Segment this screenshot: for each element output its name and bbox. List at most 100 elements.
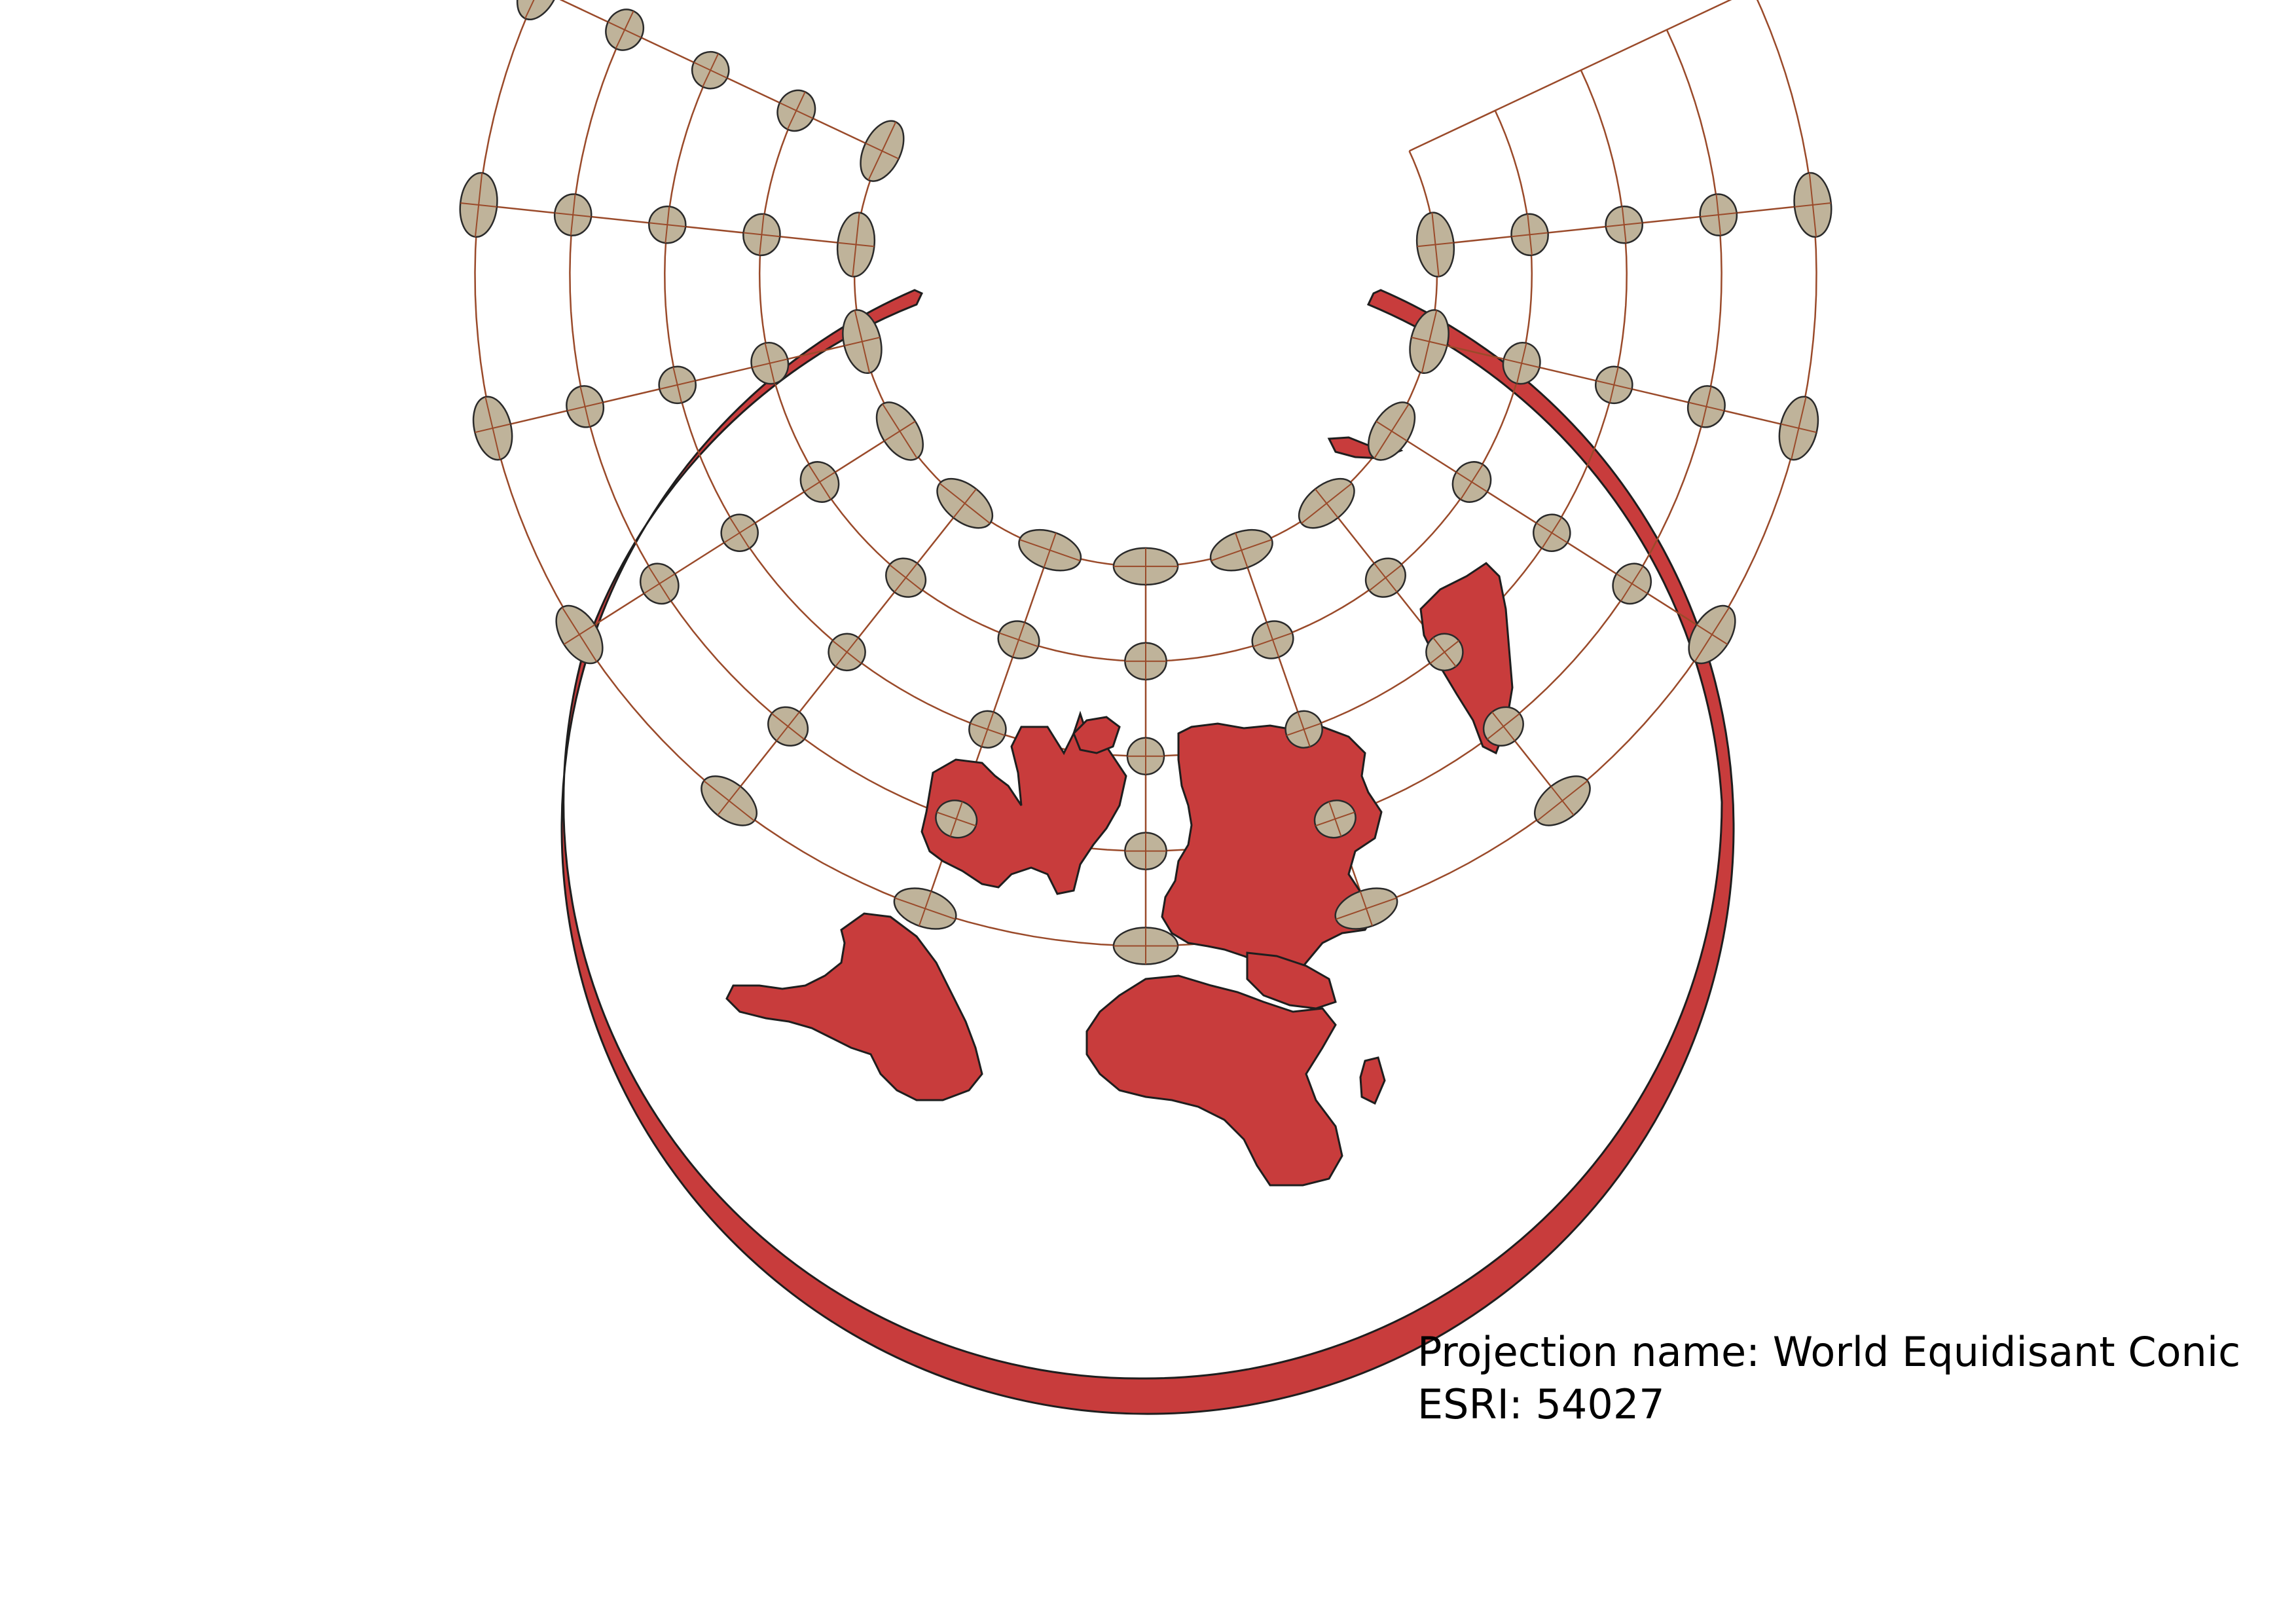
tissot-indicatrix (1778, 396, 1819, 461)
indicatrix-axis (693, 62, 727, 79)
indicatrix-axis (1503, 358, 1540, 369)
indicatrix-axis (1605, 222, 1643, 228)
indicatrix-axis (659, 380, 696, 390)
arabia (1246, 951, 1337, 1010)
tissot-indicatrix (860, 120, 905, 182)
indicatrix-axis (563, 624, 596, 645)
tissot-indicatrix (1251, 620, 1294, 659)
tissot-indicatrix (516, 0, 562, 21)
indicatrix-axis (1536, 522, 1568, 544)
tissot-indicatrix (555, 604, 604, 665)
indicatrix-axis (1411, 337, 1448, 346)
indicatrix-axis (953, 489, 977, 519)
tissot-indicatrix (472, 396, 513, 461)
indicatrix-axis (1700, 212, 1737, 218)
indicatrix-axis (524, 0, 553, 19)
tissot-indicatrix (997, 620, 1040, 659)
tissot-indicatrix (1209, 528, 1273, 572)
indicatrix-axis (1266, 622, 1280, 657)
indicatrix-axis (1011, 622, 1026, 657)
tissot-indicatrix (1298, 477, 1355, 529)
indicatrix-axis (644, 573, 676, 595)
indicatrix-axis (894, 563, 918, 593)
tissot-indicatrix (553, 193, 592, 236)
tissot-indicatrix (605, 9, 645, 51)
tissot-indicatrix (658, 365, 697, 405)
indicatrix-axis (1616, 573, 1648, 595)
continents (725, 436, 1514, 1187)
indicatrix-axis (1235, 532, 1248, 568)
tissot-indicatrix (459, 172, 498, 238)
tissot-indicatrix (1605, 205, 1643, 244)
tissot-indicatrix (1612, 563, 1652, 605)
indicatrix-axis (835, 637, 859, 667)
tissot-indicatrix (1364, 557, 1406, 598)
tissot-indicatrix (648, 205, 687, 244)
indicatrix-axis (865, 142, 900, 160)
tissot-indicatrix (1482, 706, 1524, 747)
tissot-indicatrix (1334, 887, 1398, 930)
indicatrix-axis (1794, 202, 1831, 208)
tissot-indicatrix (1699, 193, 1738, 236)
tissot-indicatrix (1688, 604, 1736, 665)
indicatrix-axis (1417, 242, 1454, 248)
indicatrix-axis (779, 102, 814, 119)
tissot-indicatrix (1313, 800, 1357, 839)
indicatrix-axis (1043, 532, 1057, 568)
tissot-indicatrix (742, 213, 781, 257)
indicatrix-axis (723, 522, 756, 544)
indicatrix-axis (1328, 801, 1342, 837)
tissot-indicatrix (1285, 710, 1323, 749)
indicatrix-axis (1511, 232, 1548, 238)
tissot-indicatrix (1112, 927, 1179, 965)
tissot-indicatrix (1415, 212, 1455, 278)
indicatrix-axis (1315, 489, 1339, 519)
madagascar (1359, 1056, 1386, 1105)
indicatrix-axis (1297, 712, 1311, 747)
tissot-indicatrix (1124, 642, 1167, 681)
indicatrix-axis (608, 21, 642, 39)
tissot-indicatrix (885, 557, 927, 598)
eurasia (1161, 722, 1383, 980)
tissot-indicatrix (776, 89, 816, 132)
indicatrix-ellipse (516, 0, 562, 21)
tissot-indicatrix (842, 309, 883, 375)
meridian-line (1409, 0, 1732, 152)
indicatrix-axis (776, 711, 800, 741)
tissot-indicatrix (1595, 365, 1633, 405)
tissot-indicatrix (893, 887, 957, 930)
tissot-indicatrix (1112, 547, 1179, 586)
indicatrix-axis (1374, 563, 1398, 593)
tissot-indicatrix (720, 513, 759, 552)
tissot-indicatrix (1018, 528, 1082, 572)
tissot-indicatrix (1533, 775, 1591, 826)
indicatrix-axis (1780, 423, 1817, 434)
tissot-indicatrix (566, 385, 605, 428)
indicatrix-axis (1359, 891, 1374, 927)
tissot-indicatrix (1425, 633, 1464, 672)
indicatrix-axis (803, 471, 836, 492)
tissot-indicatrix (1502, 342, 1541, 385)
indicatrix-axis (884, 420, 916, 442)
indicatrix-axis (1595, 380, 1632, 390)
indicatrix-axis (1550, 786, 1575, 816)
tissot-indicatrices (459, 0, 1832, 965)
esri-code: ESRI: 54027 (1417, 1380, 1665, 1428)
indicatrix-axis (1696, 624, 1728, 645)
indicatrix-axis (743, 232, 780, 238)
south-america (725, 912, 983, 1101)
tissot-indicatrix (1510, 213, 1549, 257)
africa (1085, 974, 1343, 1187)
indicatrix-axis (837, 242, 875, 248)
tissot-indicatrix (691, 50, 730, 90)
indicatrix-axis (918, 891, 932, 927)
tissot-indicatrix (1367, 401, 1416, 461)
indicatrix-axis (844, 337, 881, 346)
tissot-indicatrix (836, 212, 876, 278)
map-caption: Projection name: World Equidisant Conic … (1417, 1326, 2240, 1431)
indicatrix-axis (981, 712, 994, 747)
indicatrix-axis (1491, 711, 1516, 741)
indicatrix-axis (1376, 420, 1408, 442)
